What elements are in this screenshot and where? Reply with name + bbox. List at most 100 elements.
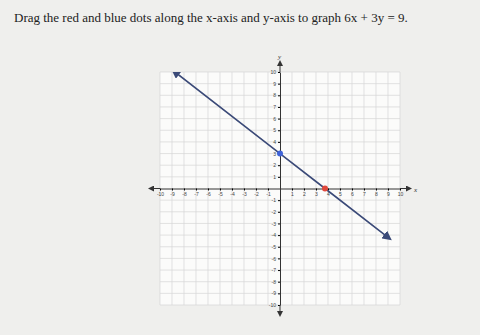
tick-label: -3 bbox=[272, 221, 277, 227]
tick-label: 6 bbox=[351, 191, 354, 197]
tick-mark bbox=[278, 95, 280, 96]
y-tick: 5 bbox=[273, 127, 280, 133]
tick-label: 10 bbox=[270, 69, 276, 75]
tick-mark bbox=[278, 223, 280, 224]
tick-label: -4 bbox=[272, 232, 277, 238]
y-tick: -5 bbox=[272, 244, 280, 250]
y-tick: -2 bbox=[272, 209, 280, 215]
y-tick: -4 bbox=[272, 232, 280, 238]
tick-mark bbox=[278, 247, 280, 248]
tick-label: -4 bbox=[230, 191, 235, 197]
x-tick: 9 bbox=[387, 189, 390, 198]
tick-mark bbox=[278, 282, 280, 283]
x-tick: 2 bbox=[303, 189, 306, 198]
tick-mark bbox=[278, 177, 280, 178]
tick-mark bbox=[278, 130, 280, 131]
tick-label: -6 bbox=[206, 191, 211, 197]
x-tick: 8 bbox=[375, 189, 378, 198]
x-tick: 6 bbox=[351, 189, 354, 198]
tick-label: 7 bbox=[363, 191, 366, 197]
x-tick: -4 bbox=[230, 189, 235, 198]
axis-arrow bbox=[280, 305, 281, 314]
x-label: x bbox=[413, 186, 418, 194]
x-tick: -3 bbox=[242, 189, 247, 198]
tick-label: -3 bbox=[242, 191, 247, 197]
y-tick: -9 bbox=[272, 290, 280, 296]
tick-label: -1 bbox=[272, 197, 277, 203]
y-tick: 7 bbox=[273, 104, 280, 110]
x-tick: -5 bbox=[218, 189, 223, 198]
tick-label: -9 bbox=[170, 191, 175, 197]
tick-label: -8 bbox=[272, 279, 277, 285]
graph-line bbox=[175, 72, 388, 237]
x-tick: 10 bbox=[398, 189, 404, 198]
tick-label: 2 bbox=[303, 191, 306, 197]
tick-label: 9 bbox=[387, 191, 390, 197]
tick-label: 5 bbox=[273, 127, 276, 133]
tick-label: -7 bbox=[272, 267, 277, 273]
tick-label: -1 bbox=[266, 191, 271, 197]
x-tick: 7 bbox=[363, 189, 366, 198]
tick-label: -10 bbox=[269, 302, 276, 308]
tick-mark bbox=[278, 107, 280, 108]
tick-label: 1 bbox=[291, 191, 294, 197]
x-tick: -2 bbox=[254, 189, 259, 198]
tick-label: -7 bbox=[194, 191, 199, 197]
y-tick: 6 bbox=[273, 116, 280, 122]
tick-label: -5 bbox=[218, 191, 223, 197]
drag-dot[interactable] bbox=[322, 186, 328, 192]
tick-mark bbox=[278, 293, 280, 294]
tick-mark bbox=[278, 270, 280, 271]
tick-label: 1 bbox=[273, 174, 276, 180]
y-tick: 9 bbox=[273, 81, 280, 87]
x-tick: -7 bbox=[194, 189, 199, 198]
y-tick: 10 bbox=[270, 69, 280, 75]
tick-label: -2 bbox=[254, 191, 259, 197]
axis-arrow bbox=[280, 63, 281, 72]
drag-dot[interactable] bbox=[277, 151, 283, 157]
tick-label: 2 bbox=[273, 162, 276, 168]
tick-mark bbox=[278, 235, 280, 236]
y-tick: 4 bbox=[273, 139, 280, 145]
y-label: y bbox=[277, 53, 282, 61]
axis-line bbox=[280, 73, 281, 306]
tick-label: -2 bbox=[272, 209, 277, 215]
title: Drag the red and blue dots along the x-a… bbox=[14, 10, 408, 25]
y-tick: -10 bbox=[269, 302, 280, 308]
y-tick: 1 bbox=[273, 174, 280, 180]
axis-arrow bbox=[151, 188, 160, 189]
axis-arrow bbox=[400, 188, 409, 189]
tick-mark bbox=[278, 84, 280, 85]
x-tick: -8 bbox=[182, 189, 187, 198]
tick-label: -9 bbox=[272, 290, 277, 296]
x-tick: -1 bbox=[266, 189, 271, 198]
tick-mark bbox=[278, 258, 280, 259]
x-tick: -6 bbox=[206, 189, 211, 198]
tick-mark bbox=[278, 72, 280, 73]
y-tick: -8 bbox=[272, 279, 280, 285]
tick-mark bbox=[278, 200, 280, 201]
tick-mark bbox=[278, 212, 280, 213]
axis-arrows bbox=[151, 63, 409, 314]
tick-label: -10 bbox=[157, 191, 164, 197]
chart: Drag the red and blue dots along the x-a… bbox=[0, 0, 480, 335]
y-tick: -3 bbox=[272, 221, 280, 227]
tick-label: -5 bbox=[272, 244, 277, 250]
y-tick: -1 bbox=[272, 197, 280, 203]
y-tick: -7 bbox=[272, 267, 280, 273]
x-tick: 5 bbox=[339, 189, 342, 198]
tick-mark bbox=[278, 165, 280, 166]
tick-mark bbox=[278, 142, 280, 143]
tick-label: 6 bbox=[273, 116, 276, 122]
tick-label: 3 bbox=[315, 191, 318, 197]
tick-label: 10 bbox=[398, 191, 404, 197]
tick-label: 4 bbox=[273, 139, 276, 145]
plot bbox=[175, 72, 388, 237]
tick-label: 8 bbox=[375, 191, 378, 197]
y-axis: -10-9-8-7-6-5-4-3-2-112345678910 bbox=[269, 69, 281, 308]
y-tick: 2 bbox=[273, 162, 280, 168]
x-tick: 1 bbox=[291, 189, 294, 198]
grid bbox=[160, 72, 400, 305]
tick-label: 5 bbox=[339, 191, 342, 197]
tick-label: 7 bbox=[273, 104, 276, 110]
